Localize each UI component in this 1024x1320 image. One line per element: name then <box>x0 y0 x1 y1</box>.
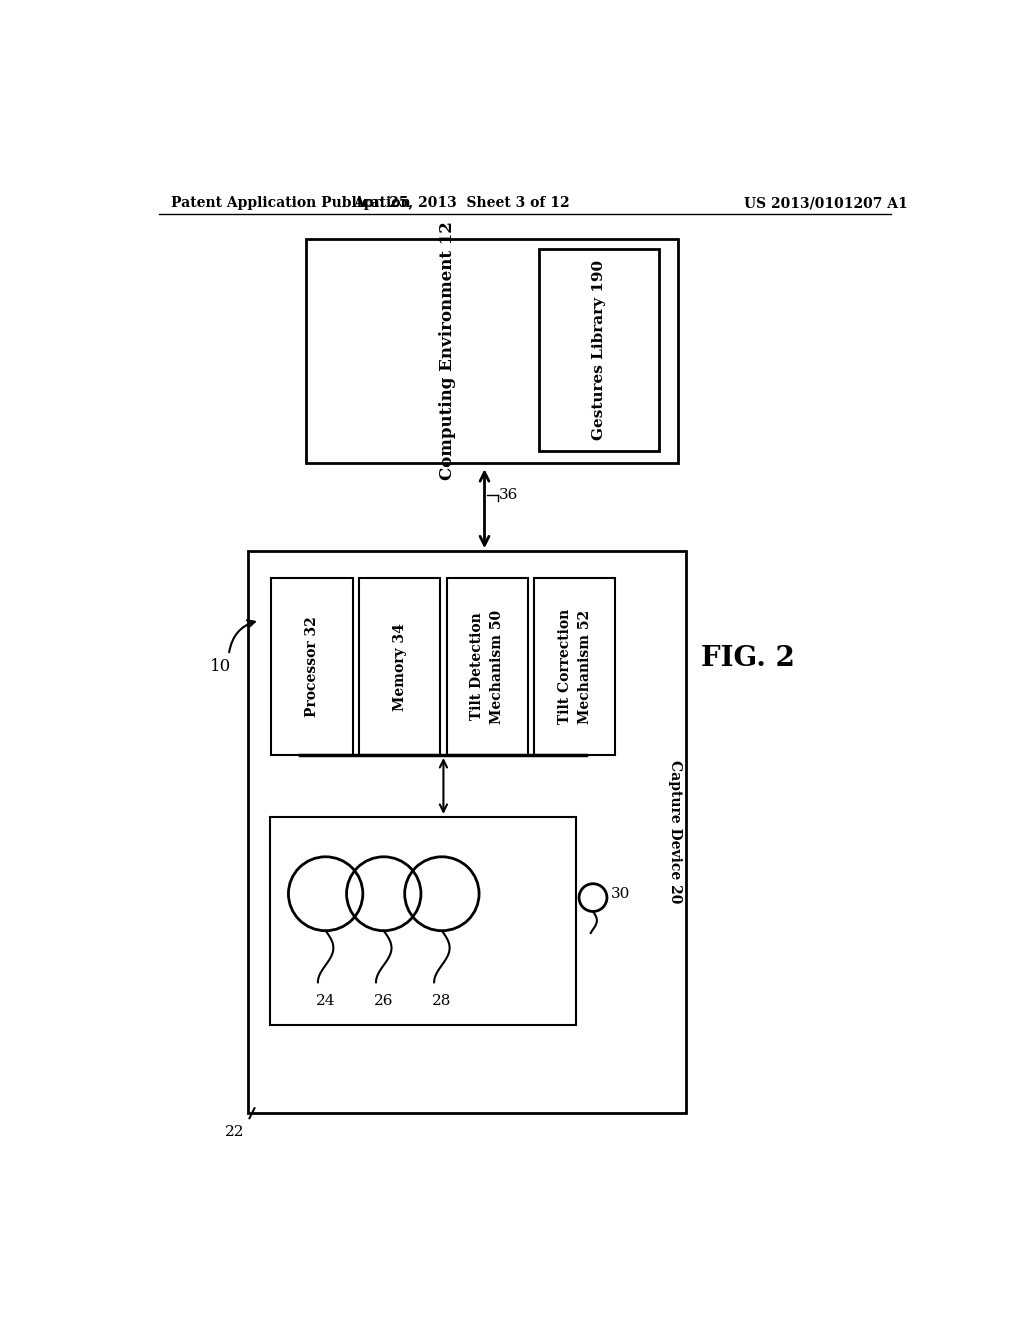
Text: 30: 30 <box>611 887 630 900</box>
Text: 36: 36 <box>500 488 518 502</box>
Bar <box>446 578 528 755</box>
Bar <box>539 249 658 451</box>
Text: 26: 26 <box>374 994 393 1008</box>
Text: 28: 28 <box>432 994 452 1008</box>
Bar <box>535 578 615 755</box>
Text: 24: 24 <box>315 994 336 1008</box>
Text: Tilt Correction
Mechanism 52: Tilt Correction Mechanism 52 <box>558 609 592 725</box>
Text: Memory 34: Memory 34 <box>392 623 407 710</box>
Text: Tilt Detection
Mechanism 50: Tilt Detection Mechanism 50 <box>470 610 504 723</box>
Text: Processor 32: Processor 32 <box>305 616 319 717</box>
Text: Computing Environment 12: Computing Environment 12 <box>439 222 456 480</box>
Text: Capture Device 20: Capture Device 20 <box>668 760 682 904</box>
Bar <box>306 239 678 462</box>
Bar <box>359 578 440 755</box>
FancyArrowPatch shape <box>229 620 255 652</box>
Bar <box>270 817 575 1024</box>
Bar <box>248 552 686 1113</box>
Text: FIG. 2: FIG. 2 <box>701 645 795 672</box>
Text: 10: 10 <box>210 659 231 675</box>
Text: Apr. 25, 2013  Sheet 3 of 12: Apr. 25, 2013 Sheet 3 of 12 <box>353 197 569 210</box>
Text: US 2013/0101207 A1: US 2013/0101207 A1 <box>743 197 907 210</box>
Text: Patent Application Publication: Patent Application Publication <box>171 197 411 210</box>
Bar <box>271 578 352 755</box>
Text: 22: 22 <box>224 1126 245 1139</box>
Text: Gestures Library 190: Gestures Library 190 <box>592 260 606 440</box>
